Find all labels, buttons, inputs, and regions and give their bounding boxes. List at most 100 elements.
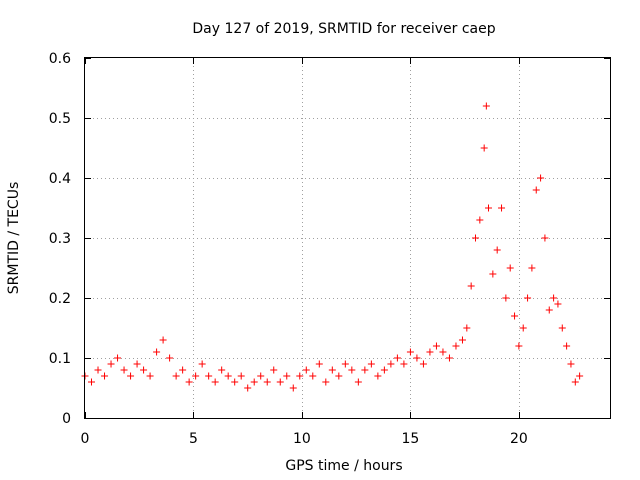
data-point [519, 324, 527, 332]
data-point [567, 360, 575, 368]
data-point [166, 354, 174, 362]
data-point [563, 342, 571, 350]
data-point [413, 354, 421, 362]
data-point [550, 294, 558, 302]
data-point [458, 336, 466, 344]
y-tick-label: 0.2 [49, 291, 71, 307]
data-point [224, 372, 232, 380]
x-tick-labels: 0 5 10 15 20 [81, 431, 528, 447]
x-tick-label: 5 [189, 431, 198, 447]
data-point [231, 378, 239, 386]
data-point [432, 342, 440, 350]
grid-lines [85, 58, 610, 418]
data-point [172, 372, 180, 380]
y-tick-label: 0.3 [49, 231, 71, 247]
data-point [480, 144, 488, 152]
data-point [218, 366, 226, 374]
x-tick-label: 0 [81, 431, 90, 447]
y-tick-label: 0.4 [49, 171, 71, 187]
data-point [257, 372, 265, 380]
data-point [467, 282, 475, 290]
data-point [120, 366, 128, 374]
data-point [482, 102, 490, 110]
data-point [463, 324, 471, 332]
data-point [205, 372, 213, 380]
data-point [276, 378, 284, 386]
data-point [322, 378, 330, 386]
y-tick-label: 0.5 [49, 111, 71, 127]
data-point [94, 366, 102, 374]
data-point [159, 336, 167, 344]
data-point [515, 342, 523, 350]
data-point [348, 366, 356, 374]
data-point [185, 378, 193, 386]
data-point [452, 342, 460, 350]
y-tick-label: 0.6 [49, 51, 71, 67]
data-point [328, 366, 336, 374]
data-point [393, 354, 401, 362]
data-point [341, 360, 349, 368]
data-point [315, 360, 323, 368]
data-point [250, 378, 258, 386]
data-point [88, 378, 96, 386]
y-axis-label: SRMTID / TECUs [6, 182, 22, 295]
chart-title: Day 127 of 2019, SRMTID for receiver cae… [192, 21, 495, 37]
data-point [489, 270, 497, 278]
data-point [133, 360, 141, 368]
data-point [558, 324, 566, 332]
data-point [114, 354, 122, 362]
data-point [502, 294, 510, 302]
data-point [244, 384, 252, 392]
data-point [387, 360, 395, 368]
data-point [485, 204, 493, 212]
data-point [532, 186, 540, 194]
data-point [140, 366, 148, 374]
data-point [511, 312, 519, 320]
data-point [419, 360, 427, 368]
data-point [493, 246, 501, 254]
data-point [498, 204, 506, 212]
data-point [439, 348, 447, 356]
data-point [400, 360, 408, 368]
y-tick-label: 0 [62, 411, 71, 427]
data-point [283, 372, 291, 380]
data-point [302, 366, 310, 374]
y-tick-label: 0.1 [49, 351, 71, 367]
data-point [528, 264, 536, 272]
data-point [541, 234, 549, 242]
data-point [127, 372, 135, 380]
data-points [81, 102, 584, 392]
data-point [211, 378, 219, 386]
data-point [537, 174, 545, 182]
data-point [296, 372, 304, 380]
data-point [524, 294, 532, 302]
data-point [270, 366, 278, 374]
data-point [367, 360, 375, 368]
data-point [354, 378, 362, 386]
y-tick-labels: 0 0.1 0.2 0.3 0.4 0.5 0.6 [49, 51, 71, 427]
data-point [445, 354, 453, 362]
data-point [476, 216, 484, 224]
data-point [263, 378, 271, 386]
data-point [426, 348, 434, 356]
data-point [146, 372, 154, 380]
x-tick-label: 20 [510, 431, 528, 447]
x-tick-label: 15 [401, 431, 419, 447]
data-point [309, 372, 317, 380]
data-point [374, 372, 382, 380]
x-axis-label: GPS time / hours [285, 458, 402, 474]
data-point [571, 378, 579, 386]
data-point [506, 264, 514, 272]
data-point [335, 372, 343, 380]
data-point [179, 366, 187, 374]
data-point [471, 234, 479, 242]
x-tick-label: 10 [293, 431, 311, 447]
data-point [576, 372, 584, 380]
data-point [545, 306, 553, 314]
data-point [107, 360, 115, 368]
data-point [554, 300, 562, 308]
data-point [153, 348, 161, 356]
data-point [361, 366, 369, 374]
plot-frame [84, 57, 611, 419]
